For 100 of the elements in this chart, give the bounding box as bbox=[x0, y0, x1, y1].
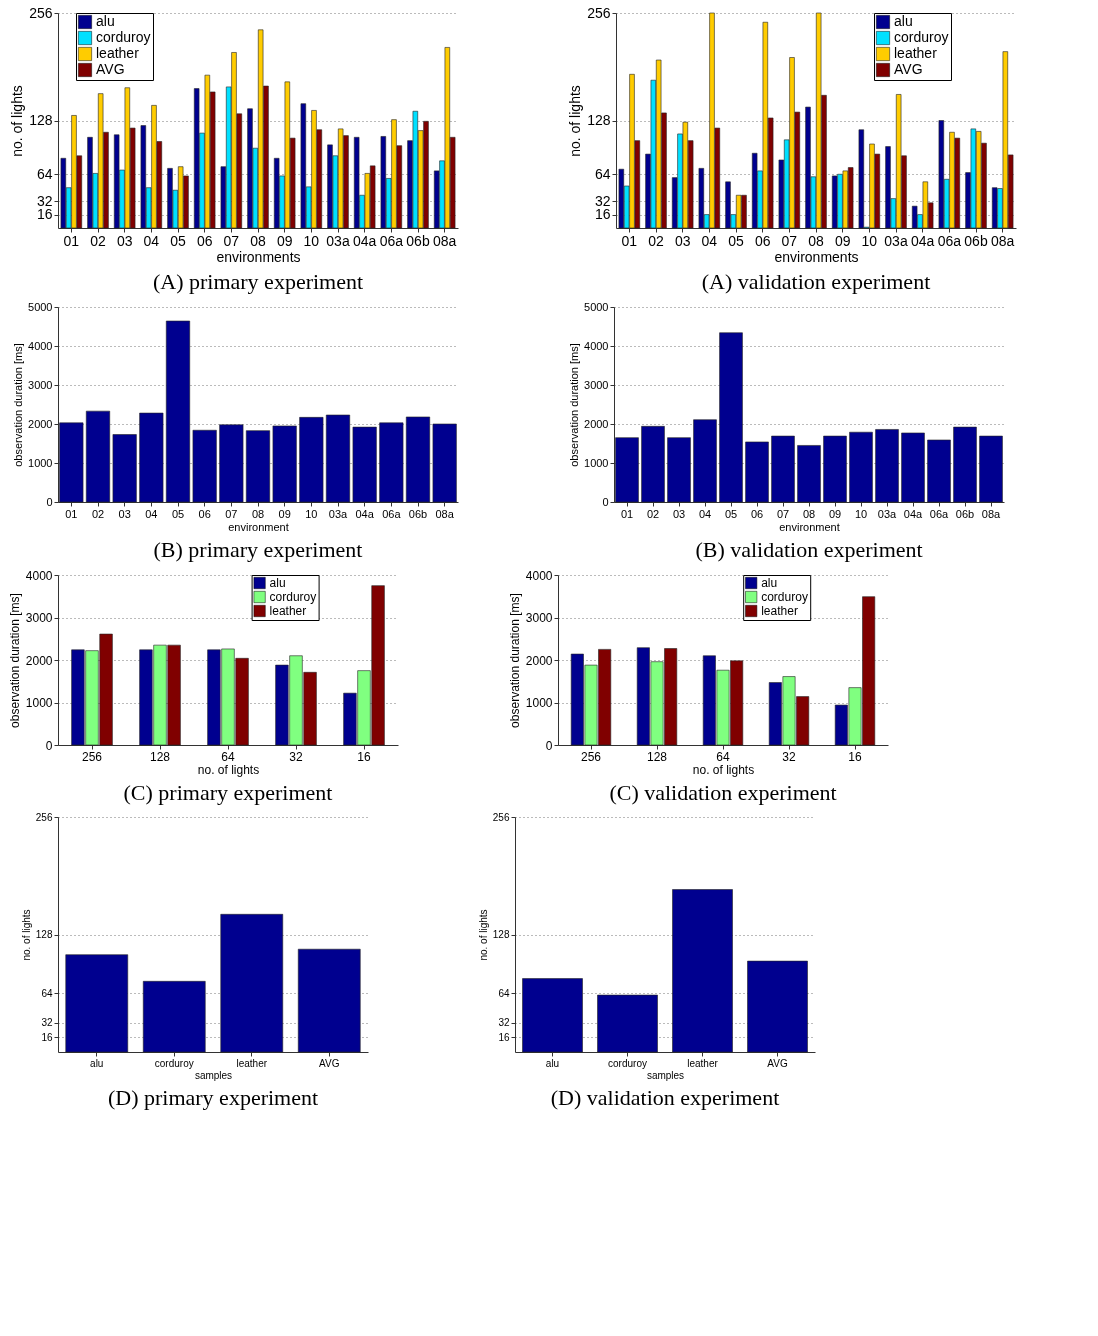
y-axis-title: no. of lights bbox=[567, 85, 584, 157]
y-tick-label: 0 bbox=[46, 495, 53, 508]
bar bbox=[352, 426, 377, 503]
bar bbox=[953, 426, 977, 503]
y-tick-label: 32 bbox=[36, 192, 53, 209]
bar bbox=[405, 416, 431, 503]
x-tick-label: 32 bbox=[289, 749, 303, 764]
bar bbox=[901, 432, 925, 503]
y-tick-label: 256 bbox=[35, 811, 53, 823]
x-tick-label: 07 bbox=[776, 507, 790, 520]
y-tick-label: 4000 bbox=[28, 339, 53, 352]
bar bbox=[300, 103, 307, 229]
x-tick-label: 08 bbox=[808, 232, 824, 249]
x-tick-label: 04a bbox=[355, 507, 375, 520]
x-axis-title: environments bbox=[774, 248, 859, 265]
y-tick-label: 128 bbox=[587, 112, 611, 128]
y-tick-label: 256 bbox=[587, 4, 611, 21]
text: (C) validation experiment bbox=[609, 780, 837, 805]
y-tick-label: 0 bbox=[602, 495, 609, 508]
bar bbox=[219, 424, 244, 503]
y-axis-title: observation duration [ms] bbox=[507, 593, 522, 728]
bar bbox=[618, 168, 625, 229]
x-tick-label: leather bbox=[687, 1057, 719, 1069]
y-tick-label: 128 bbox=[29, 112, 53, 128]
y-tick-label: 2000 bbox=[525, 653, 553, 668]
y-tick-label: 128 bbox=[35, 929, 53, 940]
y-tick-label: 256 bbox=[29, 4, 53, 21]
x-axis-title: samples bbox=[194, 1069, 233, 1081]
text: (A) primary experiment bbox=[152, 269, 364, 294]
legend-label: corduroy bbox=[269, 590, 317, 604]
bar bbox=[139, 412, 164, 503]
bar bbox=[875, 429, 899, 503]
x-tick-label: 06 bbox=[198, 507, 211, 520]
y-tick-label: 1000 bbox=[25, 696, 53, 710]
y-tick-label: 4000 bbox=[584, 339, 609, 352]
bar bbox=[112, 434, 137, 503]
bar bbox=[751, 152, 758, 229]
bar bbox=[938, 120, 945, 229]
text: (A) validation experiment bbox=[701, 269, 931, 294]
y-tick-label: 64 bbox=[498, 987, 510, 999]
x-tick-label: leather bbox=[236, 1057, 268, 1069]
x-tick-label: 10 bbox=[305, 507, 318, 520]
x-tick-label: 16 bbox=[848, 749, 862, 764]
x-axis-title: environment bbox=[228, 520, 289, 533]
bar bbox=[927, 439, 951, 503]
x-tick-label: 04 bbox=[145, 507, 158, 520]
bar bbox=[991, 187, 998, 229]
x-tick-label: 06a bbox=[929, 507, 950, 520]
x-tick-label: 10 bbox=[303, 232, 320, 249]
bar bbox=[719, 332, 743, 503]
x-tick-label: 04a bbox=[910, 232, 935, 249]
x-tick-label: 04 bbox=[701, 232, 718, 249]
bar bbox=[220, 914, 284, 1053]
x-tick-label: 03 bbox=[118, 507, 131, 520]
bar bbox=[353, 137, 360, 229]
bar bbox=[60, 157, 67, 229]
y-tick-label: 1000 bbox=[584, 456, 609, 469]
y-tick-label: 4000 bbox=[25, 568, 53, 583]
x-tick-label: 06 bbox=[750, 507, 764, 520]
x-tick-label: 03 bbox=[674, 232, 691, 249]
x-tick-label: 03 bbox=[116, 232, 133, 249]
x-tick-label: AVG bbox=[767, 1057, 788, 1069]
x-tick-label: 06b bbox=[964, 232, 988, 249]
x-tick-label: 06 bbox=[754, 232, 771, 249]
x-tick-label: 09 bbox=[828, 507, 842, 520]
y-tick-label: 4000 bbox=[525, 568, 553, 583]
y-axis-title: no. of lights bbox=[477, 909, 489, 961]
bar bbox=[615, 437, 639, 503]
legend-label: alu bbox=[269, 576, 286, 590]
x-tick-label: 08a bbox=[435, 507, 455, 520]
x-tick-label: AVG bbox=[319, 1057, 340, 1069]
x-tick-label: 32 bbox=[782, 749, 796, 764]
bar bbox=[831, 175, 838, 229]
y-tick-label: 2000 bbox=[584, 417, 609, 430]
bar bbox=[192, 429, 217, 503]
text: (B) validation experiment bbox=[695, 537, 923, 562]
bar bbox=[297, 948, 361, 1053]
y-axis-title: observation duration [ms] bbox=[12, 343, 25, 467]
legend-label: corduroy bbox=[96, 29, 151, 45]
x-tick-label: corduroy bbox=[608, 1057, 647, 1069]
x-tick-label: 01 bbox=[621, 232, 638, 249]
y-axis-title: observation duration [ms] bbox=[7, 593, 22, 728]
x-tick-label: 09 bbox=[278, 507, 291, 520]
x-tick-label: 04 bbox=[698, 507, 712, 520]
x-tick-label: 07 bbox=[781, 232, 798, 249]
bar bbox=[667, 437, 691, 503]
bar bbox=[641, 426, 665, 503]
x-tick-label: 08a bbox=[432, 232, 457, 249]
y-tick-label: 2000 bbox=[25, 653, 53, 668]
bar bbox=[693, 419, 717, 503]
bar bbox=[113, 134, 120, 229]
x-tick-label: 04a bbox=[352, 232, 377, 249]
x-tick-label: 08a bbox=[981, 507, 1002, 520]
x-tick-label: 09 bbox=[834, 232, 851, 249]
x-tick-label: 04a bbox=[903, 507, 924, 520]
x-tick-label: 08 bbox=[251, 507, 265, 520]
text: (D) validation experiment bbox=[550, 1085, 780, 1110]
legend-label: AVG bbox=[96, 61, 125, 77]
bar bbox=[273, 157, 280, 229]
x-tick-label: 05 bbox=[170, 232, 186, 249]
